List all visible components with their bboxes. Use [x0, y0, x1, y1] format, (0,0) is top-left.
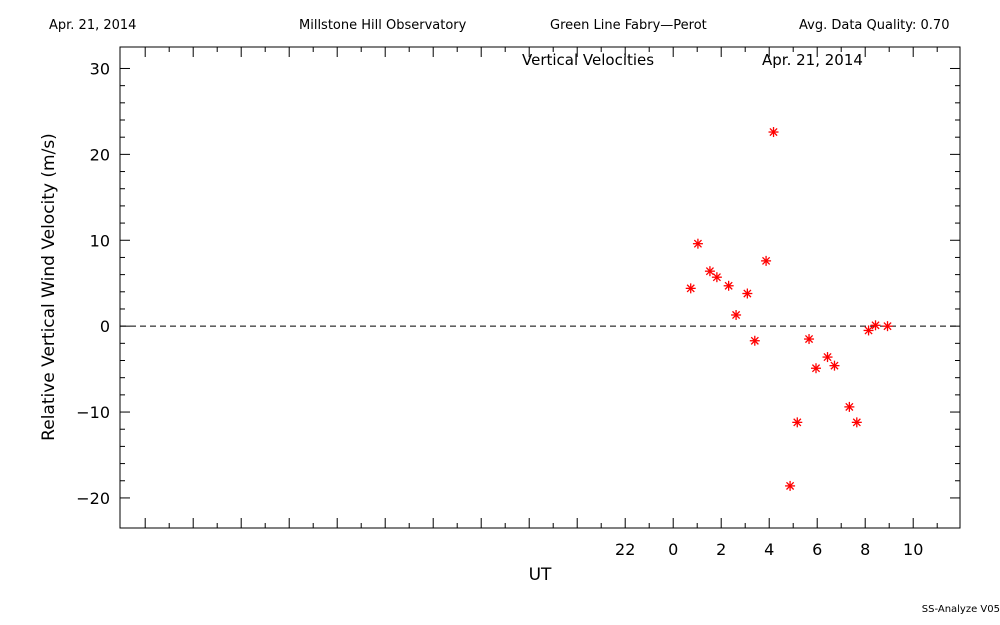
data-points: [685, 127, 893, 491]
x-tick-label: 4: [764, 540, 774, 559]
data-point: [811, 363, 821, 374]
y-tick-label: 10: [90, 231, 110, 250]
y-tick-label: 0: [100, 317, 110, 336]
x-tick-label: 8: [860, 540, 870, 559]
data-point: [704, 266, 715, 277]
data-point: [829, 360, 840, 371]
data-point: [870, 320, 881, 331]
data-point: [768, 127, 779, 138]
data-point: [804, 334, 815, 345]
y-tick-label: 20: [90, 145, 110, 164]
x-tick-label: 10: [903, 540, 923, 559]
header-observatory: Millstone Hill Observatory: [299, 18, 467, 33]
data-point: [749, 335, 760, 346]
data-point: [882, 321, 893, 332]
data-point: [723, 280, 734, 291]
version-label: SS-Analyze V05: [921, 604, 1000, 615]
axes: 22 0 2 4 6 8 10 −20 −10 0 10 20 30: [76, 47, 960, 559]
header-instrument: Green Line Fabry—Perot: [550, 18, 707, 33]
data-point: [844, 401, 855, 412]
data-point: [711, 272, 722, 283]
data-point: [851, 417, 862, 428]
chart-title: Vertical Velocities: [522, 51, 654, 69]
data-point: [731, 309, 742, 320]
data-point: [785, 480, 796, 491]
x-axis-label: UT: [529, 565, 552, 585]
y-tick-label: −10: [76, 403, 110, 422]
data-point: [742, 288, 753, 299]
data-point: [685, 283, 696, 294]
chart-subtitle: Apr. 21, 2014: [762, 51, 863, 69]
x-tick-label: 2: [716, 540, 726, 559]
data-point: [761, 255, 772, 266]
y-axis-label: Relative Vertical Wind Velocity (m/s): [39, 133, 59, 441]
x-tick-label: 22: [615, 540, 635, 559]
y-tick-label: 30: [90, 59, 110, 78]
header-date: Apr. 21, 2014: [49, 18, 137, 33]
data-point: [792, 417, 803, 428]
data-point: [822, 352, 833, 363]
x-tick-label: 6: [812, 540, 822, 559]
plot-frame: [119, 46, 961, 529]
y-tick-label: −20: [76, 489, 110, 508]
data-point: [863, 325, 874, 336]
x-tick-label: 0: [668, 540, 678, 559]
data-point: [692, 238, 703, 249]
header-quality: Avg. Data Quality: 0.70: [799, 18, 950, 33]
